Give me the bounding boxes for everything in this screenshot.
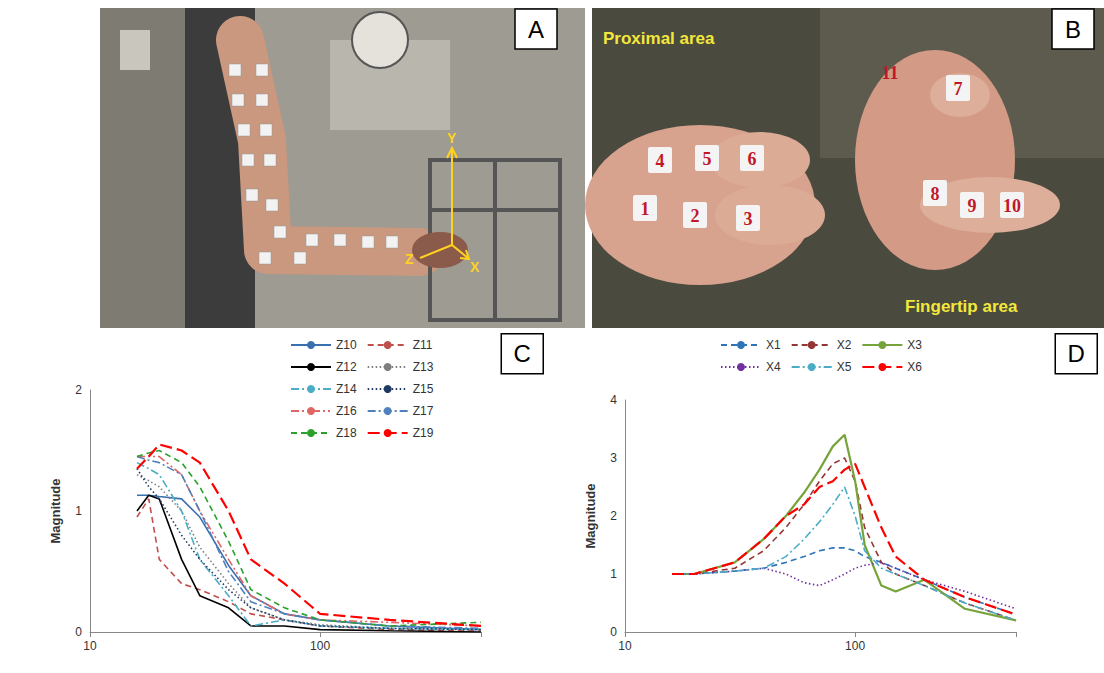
- svg-text:Z13: Z13: [413, 360, 434, 374]
- svg-text:5: 5: [703, 149, 712, 169]
- svg-text:6: 6: [748, 149, 757, 169]
- svg-text:9: 9: [968, 196, 977, 216]
- svg-text:Z19: Z19: [413, 426, 434, 440]
- svg-text:Z: Z: [405, 251, 414, 267]
- svg-text:C: C: [514, 340, 531, 367]
- svg-text:2: 2: [610, 509, 617, 523]
- svg-text:Z16: Z16: [336, 404, 357, 418]
- svg-text:Z15: Z15: [413, 382, 434, 396]
- svg-text:0: 0: [610, 625, 617, 639]
- svg-text:0: 0: [75, 625, 82, 639]
- svg-text:Z14: Z14: [336, 382, 357, 396]
- svg-text:2: 2: [691, 206, 700, 226]
- svg-text:D: D: [1068, 340, 1085, 367]
- svg-text:1: 1: [641, 199, 650, 219]
- svg-text:X3: X3: [907, 338, 922, 352]
- svg-text:Z10: Z10: [336, 338, 357, 352]
- svg-text:A: A: [528, 16, 544, 43]
- svg-text:Fingertip area: Fingertip area: [905, 297, 1018, 316]
- svg-text:Magnitude: Magnitude: [48, 479, 63, 544]
- svg-text:Proximal area: Proximal area: [603, 29, 715, 48]
- svg-text:X5: X5: [837, 360, 852, 374]
- svg-text:Z12: Z12: [336, 360, 357, 374]
- svg-text:3: 3: [744, 209, 753, 229]
- svg-text:X: X: [470, 259, 480, 275]
- svg-text:B: B: [1065, 16, 1081, 43]
- svg-text:11: 11: [881, 63, 898, 83]
- svg-text:10: 10: [1003, 196, 1021, 216]
- svg-text:1: 1: [610, 567, 617, 581]
- svg-text:8: 8: [931, 184, 940, 204]
- svg-text:10: 10: [618, 639, 632, 653]
- svg-text:4: 4: [656, 151, 665, 171]
- svg-text:Z17: Z17: [413, 404, 434, 418]
- svg-text:Z11: Z11: [413, 338, 433, 352]
- svg-text:3: 3: [610, 451, 617, 465]
- svg-text:Z18: Z18: [336, 426, 357, 440]
- svg-text:X6: X6: [907, 360, 922, 374]
- svg-text:10: 10: [83, 639, 97, 653]
- svg-text:1: 1: [75, 504, 82, 518]
- svg-text:Y: Y: [447, 130, 457, 146]
- svg-text:7: 7: [954, 79, 963, 99]
- svg-text:4: 4: [610, 393, 617, 407]
- svg-text:Magnitude: Magnitude: [583, 484, 598, 549]
- svg-text:100: 100: [310, 639, 330, 653]
- svg-text:X4: X4: [766, 360, 781, 374]
- svg-text:X1: X1: [766, 338, 781, 352]
- svg-text:100: 100: [845, 639, 865, 653]
- svg-text:X2: X2: [837, 338, 852, 352]
- svg-text:2: 2: [75, 383, 82, 397]
